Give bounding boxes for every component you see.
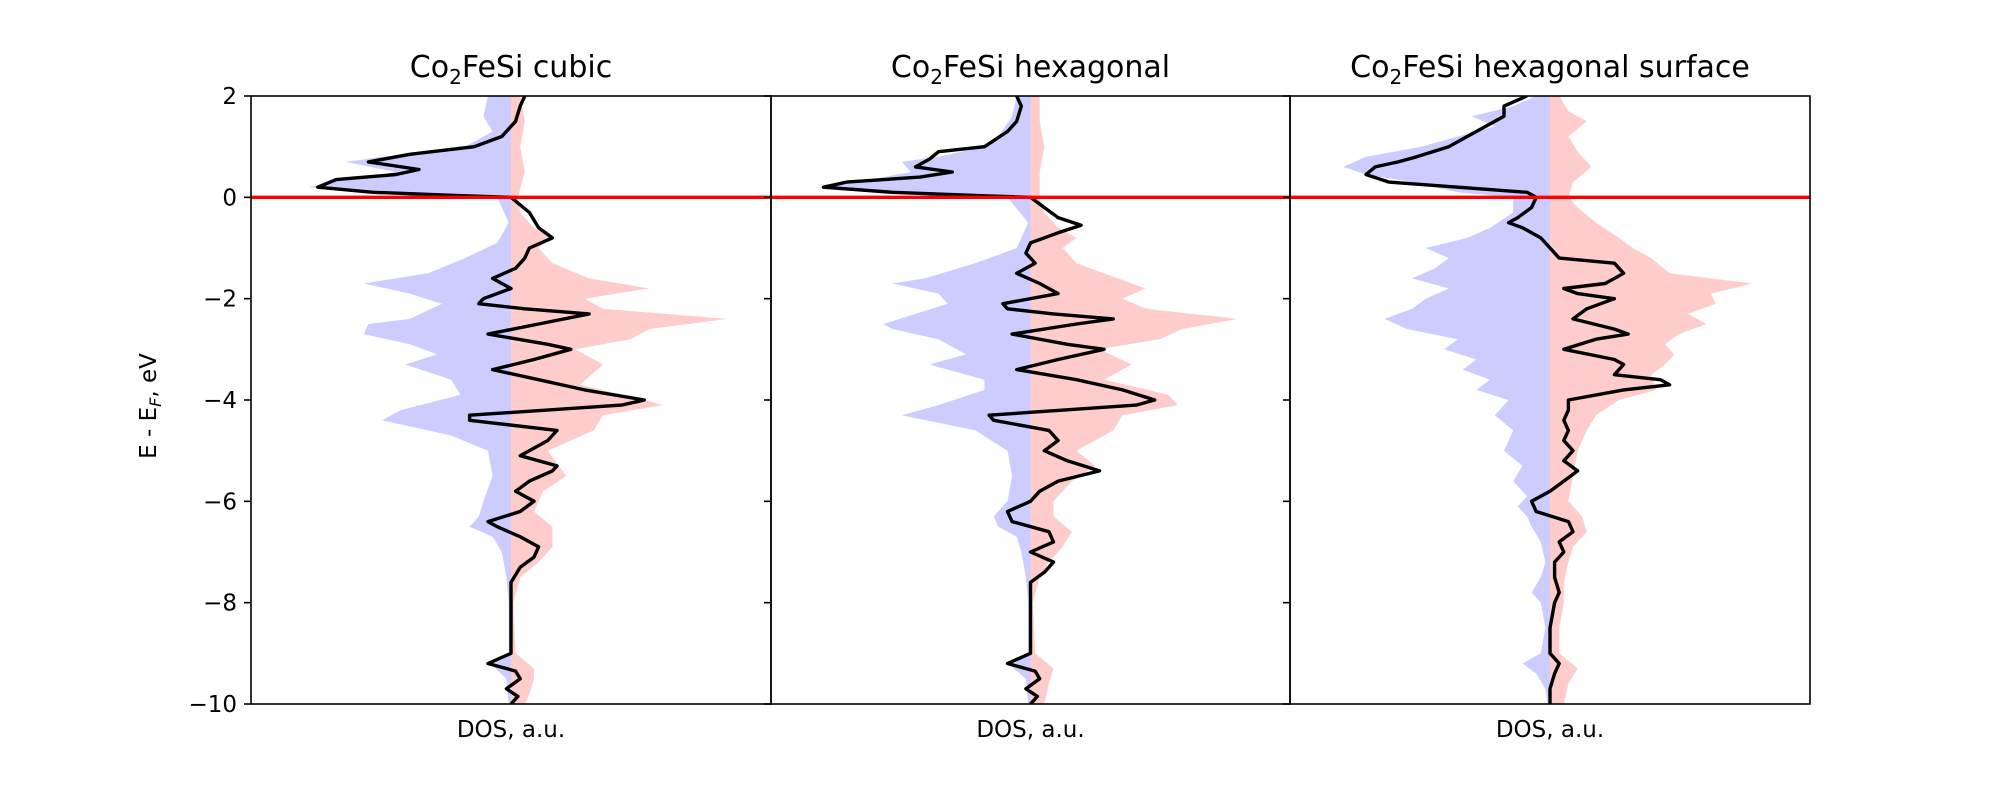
panels: Co2FeSi cubic DOS, a.u. Co2FeSi hexagonal D… — [250, 50, 1811, 743]
dos-panel: Co2FeSi cubic DOS, a.u. — [250, 50, 772, 743]
spin-up-dos-area — [1550, 96, 1753, 704]
total-dos-line — [1364, 96, 1672, 704]
spin-down-dos-area — [818, 96, 1031, 704]
y-axis: 2 0 −2 −4 −6 −8 −10 — [188, 84, 251, 718]
y-tick-label: −4 — [203, 388, 237, 414]
panel-title: Co2FeSi hexagonal surface — [1350, 50, 1750, 89]
y-tick-label: 0 — [222, 185, 237, 211]
spin-down-dos-area — [308, 96, 511, 704]
y-tick-label: −6 — [203, 489, 237, 515]
y-tick-label: −8 — [203, 591, 237, 617]
total-dos-line — [316, 96, 647, 704]
panel-title: Co2FeSi cubic — [410, 50, 612, 89]
x-axis-label: DOS, a.u. — [1496, 717, 1604, 743]
spin-down-dos-area — [1343, 96, 1550, 704]
panel-title: Co2FeSi hexagonal — [891, 50, 1170, 89]
y-tick-label: −2 — [203, 287, 237, 313]
dos-panel: Co2FeSi hexagonal surface DOS, a.u. — [1283, 50, 1811, 743]
x-axis-label: DOS, a.u. — [457, 717, 565, 743]
y-tick-label: −10 — [188, 692, 237, 718]
dos-panel: Co2FeSi hexagonal DOS, a.u. — [764, 50, 1291, 743]
x-axis-label: DOS, a.u. — [976, 717, 1084, 743]
spin-up-dos-area — [511, 96, 728, 704]
y-axis-label: E - EF, eV — [136, 353, 165, 459]
y-tick-label: 2 — [222, 84, 237, 110]
total-dos-line — [821, 96, 1157, 704]
spin-up-dos-area — [1030, 96, 1238, 704]
